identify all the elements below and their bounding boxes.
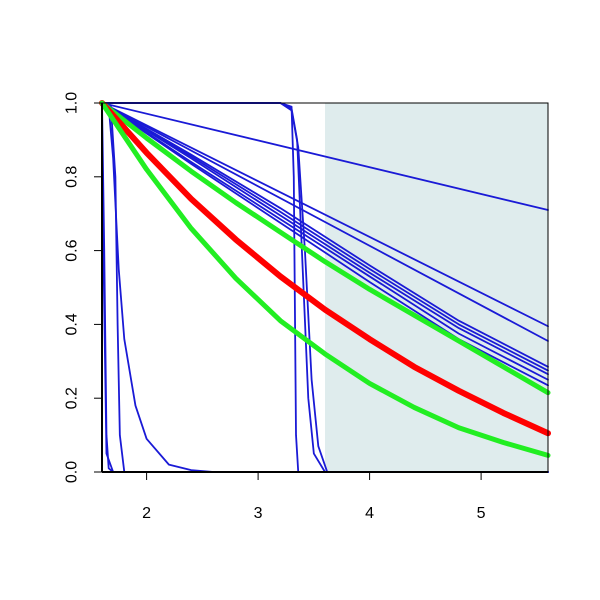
series-line-blue-2 xyxy=(101,102,549,342)
y-tick-label-2: 0.4 xyxy=(64,313,81,335)
x-tick-label-1: 3 xyxy=(254,505,263,522)
x-tick-label-3: 5 xyxy=(477,505,486,522)
series-line-green-15 xyxy=(99,100,551,396)
x-tick-label-0: 2 xyxy=(142,505,151,522)
series-line-blue-4 xyxy=(101,102,549,372)
y-tick-label-3: 0.6 xyxy=(64,239,81,261)
series-line-red-16 xyxy=(99,100,551,437)
series-line-blue-11 xyxy=(101,102,549,473)
y-tick-label-0: 0.0 xyxy=(64,461,81,483)
series-line-blue-0 xyxy=(101,102,549,211)
series-line-blue-3 xyxy=(101,102,549,368)
y-tick-label-5: 1.0 xyxy=(64,92,81,114)
series-line-green-17 xyxy=(99,100,551,458)
y-tick-label-4: 0.8 xyxy=(64,166,81,188)
series-line-blue-5 xyxy=(101,102,549,376)
x-tick-label-2: 4 xyxy=(365,505,374,522)
y-tick-label-1: 0.2 xyxy=(64,387,81,409)
series-line-blue-6 xyxy=(101,102,549,381)
series-line-blue-1 xyxy=(101,102,549,328)
